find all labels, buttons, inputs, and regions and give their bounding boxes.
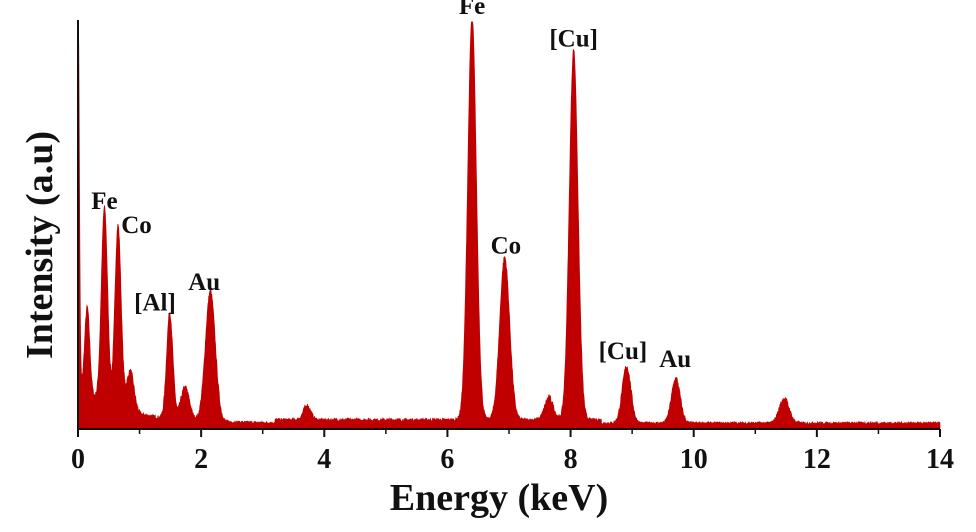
- x-tick-label: 14: [926, 444, 954, 475]
- x-tick-label: 0: [71, 444, 85, 475]
- peak-label: Fe: [91, 188, 117, 215]
- x-axis-ticks: 0 2 4 6 8 10 12 14: [71, 429, 954, 475]
- peak-label: Au: [188, 269, 220, 296]
- peak-label: [Cu]: [599, 338, 648, 365]
- peak-label: Co: [121, 212, 152, 239]
- y-axis-title: Intensity (a.u): [19, 131, 61, 359]
- peak-label: [Cu]: [549, 25, 598, 52]
- peak-label: Co: [491, 232, 522, 259]
- x-tick-label: 12: [803, 444, 831, 475]
- x-tick-label: 2: [194, 444, 208, 475]
- peak-label: Au: [659, 346, 691, 373]
- plot-area: [77, 20, 941, 430]
- x-tick-label: 10: [680, 444, 708, 475]
- peak-label: Fe: [459, 0, 485, 20]
- x-tick-label: 6: [440, 444, 454, 475]
- x-tick-label: 4: [317, 444, 331, 475]
- x-axis-title: Energy (keV): [390, 477, 608, 519]
- peak-label: [Al]: [134, 289, 176, 316]
- x-tick-label: 8: [564, 444, 578, 475]
- spectrum-area: [77, 21, 941, 429]
